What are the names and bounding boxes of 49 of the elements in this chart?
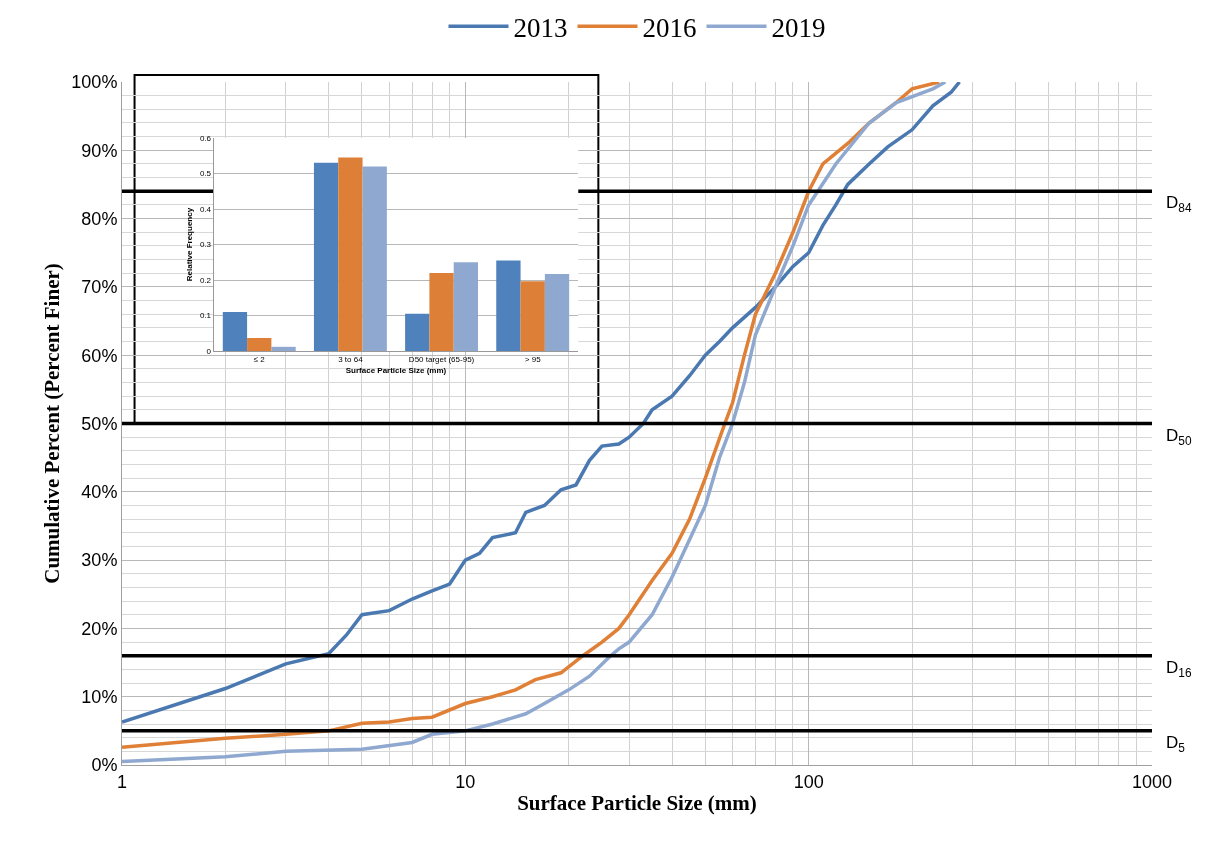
y-tick-label: 0.3 xyxy=(199,240,212,250)
x-tick-label: 1000 xyxy=(1131,771,1173,792)
x-axis-title: Surface Particle Size (mm) xyxy=(345,365,447,375)
y-tick-label: 40% xyxy=(81,482,118,503)
bar xyxy=(338,157,363,352)
bar xyxy=(247,337,272,352)
x-axis-title: Surface Particle Size (mm) xyxy=(517,790,757,815)
x-tick-label: 3 to 64 xyxy=(338,354,364,364)
bar xyxy=(313,162,339,352)
legend-label: 2013 xyxy=(513,12,568,43)
ref-line-label: D$_{16}$ xyxy=(1166,658,1192,680)
legend-label: 2019 xyxy=(771,12,826,43)
y-axis-title: Cumulative Percent (Percent Finer) xyxy=(39,263,64,584)
ref-line-label: D$_{5}$ xyxy=(1166,733,1186,755)
y-tick-label: 80% xyxy=(81,208,118,229)
y-tick-label: 30% xyxy=(81,550,118,571)
bar xyxy=(271,346,296,352)
y-tick-label: 0 xyxy=(206,346,212,356)
y-tick-label: 0.5 xyxy=(199,169,212,179)
y-axis-title: Relative Frequency xyxy=(184,207,194,282)
ref-line-label: D$_{50}$ xyxy=(1166,426,1192,448)
y-tick-label: 70% xyxy=(81,277,118,298)
y-tick-label: 0.6 xyxy=(199,133,212,143)
y-tick-label: 60% xyxy=(81,345,118,366)
bar xyxy=(405,313,430,352)
y-tick-label: 0.4 xyxy=(199,204,212,214)
x-tick-label: 10 xyxy=(455,771,476,792)
x-tick-label: 100 xyxy=(793,771,824,792)
bar xyxy=(222,312,248,352)
bar xyxy=(496,260,521,352)
x-tick-label: ≤ 2 xyxy=(253,354,266,364)
y-tick-label: 10% xyxy=(81,687,118,707)
bar xyxy=(362,166,387,352)
y-tick-label: 0.1 xyxy=(199,311,212,321)
y-tick-label: 90% xyxy=(81,140,118,161)
x-tick-label: 1 xyxy=(116,771,128,792)
x-tick-label: > 95 xyxy=(524,354,542,364)
bar xyxy=(544,274,570,352)
x-tick-label: D50 target (65-95) xyxy=(408,354,475,364)
y-tick-label: 20% xyxy=(81,618,118,639)
y-tick-label: 0% xyxy=(91,755,118,776)
bar xyxy=(520,281,545,352)
bar xyxy=(429,272,454,352)
y-tick-label: 0.2 xyxy=(199,275,212,285)
ref-line-label: D$_{84}$ xyxy=(1166,193,1192,215)
bar xyxy=(453,262,479,352)
y-tick-label: 100% xyxy=(71,72,118,93)
legend-label: 2016 xyxy=(642,12,697,43)
y-tick-label: 50% xyxy=(81,413,118,434)
